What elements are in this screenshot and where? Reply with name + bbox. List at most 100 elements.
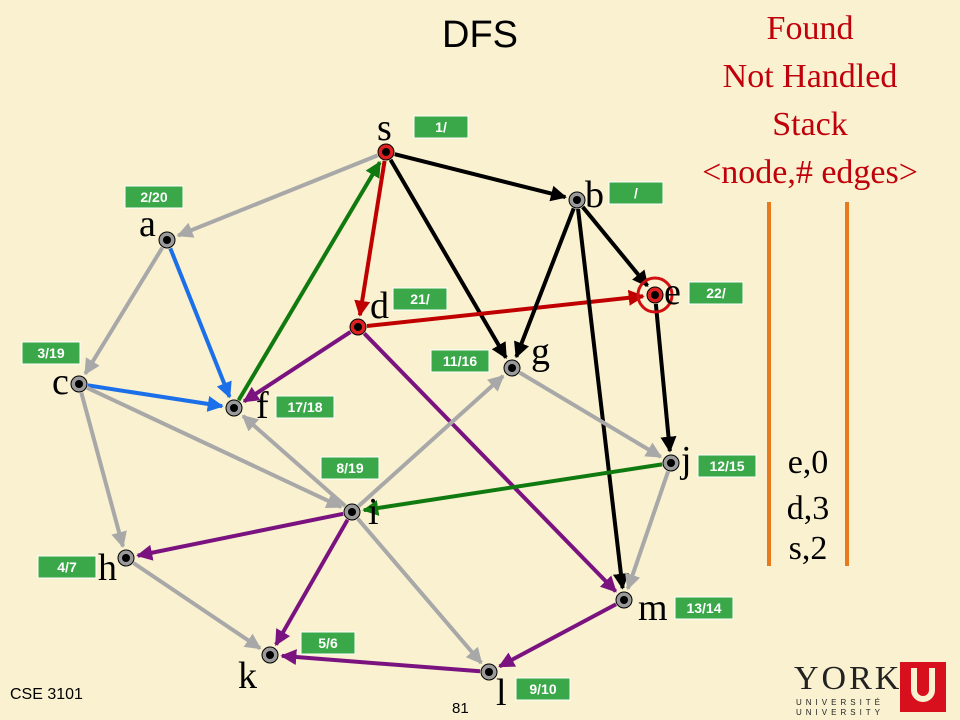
node-label-j: j [679,439,692,481]
time-box-j [697,454,757,478]
stack-entry-3: s,2 [788,530,828,567]
edge-s-g [388,158,508,360]
node-f-center [230,404,238,412]
course-label: CSE 3101 [10,686,83,703]
edge-b-m [576,208,629,590]
time-label-s: 1/ [435,119,447,135]
time-box-a [124,185,184,209]
edge-d-f [242,330,352,404]
edge-a-c [83,246,165,376]
edge-j-i [362,462,663,516]
node-c-center [75,380,83,388]
edge-s-b [394,152,567,202]
time-label-b: / [634,185,638,201]
node-k-center [266,651,274,659]
legend-stack: Stack [772,106,848,143]
time-label-k: 5/6 [318,635,338,651]
legend-not-handled: Not Handled [722,58,898,95]
legend-found: Found [766,10,854,47]
edge-h-k [132,561,262,650]
stack-entry-2: d,3 [786,490,830,527]
node-l-center [485,668,493,676]
node-g-center [508,364,516,372]
logo-line-1: UNIVERSITÉ [796,698,885,707]
time-box-h [37,555,97,579]
edge-b-g [514,207,576,359]
time-label-e: 22/ [706,285,726,301]
node-m-center [620,596,628,604]
logo-line-2: UNIVERSITY [796,708,885,717]
edge-a-f [168,247,232,399]
page-number: 81 [452,700,469,717]
time-label-l: 9/10 [529,681,556,697]
time-box-f [275,395,335,419]
time-label-j: 12/15 [709,458,744,474]
node-label-a: a [139,203,156,245]
node-s-center [382,148,390,156]
node-label-i: i [368,491,379,533]
time-box-g [430,349,490,373]
edge-i-h [136,511,344,561]
edge-g-j [518,370,663,459]
york-logo: YORK UNIVERSITÉ UNIVERSITY [790,660,950,717]
node-label-e: e [664,271,681,313]
edge-s-d [354,160,387,317]
node-label-g: g [531,331,550,373]
time-label-f: 17/18 [287,399,322,415]
node-label-c: c [52,361,69,403]
node-a-center [163,236,171,244]
time-box-l [515,677,571,701]
edge-c-i [86,386,343,509]
node-e-center [651,291,659,299]
node-label-h: h [98,547,117,589]
time-box-d [392,287,448,311]
time-label-c: 3/19 [37,345,64,361]
edge-s-a [176,153,379,238]
edge-e-j [653,303,677,453]
time-box-i [320,456,380,480]
node-label-d: d [370,285,389,327]
node-label-k: k [238,655,257,697]
time-label-a: 2/20 [140,189,167,205]
edge-d-m [362,332,618,593]
edge-i-f [241,414,347,508]
edge-j-m [624,470,670,591]
edge-c-f [87,383,224,412]
time-box-c [21,341,81,365]
stack-entry-1: e,0 [787,444,829,481]
edge-i-l [356,517,483,665]
edge-b-e [581,205,649,287]
logo-u-icon [911,668,935,702]
node-h-center [122,554,130,562]
time-box-b [608,181,664,205]
edge-i-k [274,518,350,646]
logo-wordmark: YORK [794,660,903,697]
time-box-k [300,631,356,655]
edge-f-s [236,160,382,402]
time-box-e [688,281,744,305]
current-node-ring [636,276,674,314]
node-label-f: f [256,385,269,427]
slide-title: DFS [442,14,518,56]
node-label-m: m [638,587,668,629]
edge-i-g [357,374,505,508]
node-i-center [348,508,356,516]
node-label-s: s [377,107,392,149]
node-b-center [573,196,581,204]
edge-l-k [280,649,481,674]
time-label-i: 8/19 [336,460,363,476]
edge-d-e [366,289,645,329]
legend-node-edges: <node,# edges> [702,154,918,191]
node-label-l: l [496,672,507,714]
time-box-s [413,115,469,139]
node-label-b: b [585,174,604,216]
node-j-center [667,459,675,467]
edge-m-l [498,602,618,669]
time-label-h: 4/7 [57,559,77,575]
time-label-g: 11/16 [443,353,477,369]
edge-c-h [79,392,127,548]
time-label-m: 13/14 [686,600,721,616]
node-d-center [354,323,362,331]
